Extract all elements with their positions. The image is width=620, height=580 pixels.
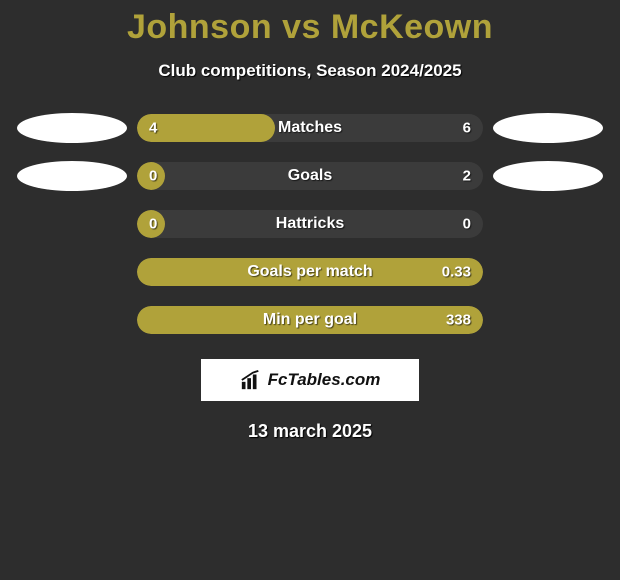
bar-chart-icon [240, 369, 262, 391]
spacer [493, 305, 603, 335]
stat-row: 4 Matches 6 [0, 113, 620, 143]
value-right: 0.33 [442, 264, 471, 281]
value-left: 0 [149, 168, 157, 185]
stat-bar: Goals per match 0.33 [137, 258, 483, 286]
brand-text: FcTables.com [268, 370, 381, 390]
stat-label: Goals [288, 167, 332, 185]
stat-label: Hattricks [276, 215, 344, 233]
stat-bar: 0 Goals 2 [137, 162, 483, 190]
stat-row: 0 Goals 2 [0, 161, 620, 191]
spacer [17, 209, 127, 239]
stat-row: 0 Hattricks 0 [0, 209, 620, 239]
player-right-ellipse [493, 161, 603, 191]
value-left: 0 [149, 216, 157, 233]
player-right-ellipse [493, 113, 603, 143]
spacer [493, 257, 603, 287]
player-left-ellipse [17, 113, 127, 143]
spacer [493, 209, 603, 239]
spacer [17, 305, 127, 335]
stat-bar: 0 Hattricks 0 [137, 210, 483, 238]
value-right: 0 [463, 216, 471, 233]
stat-bar: 4 Matches 6 [137, 114, 483, 142]
stat-rows: 4 Matches 6 0 Goals 2 0 Hattricks 0 Goals per mat… [0, 113, 620, 335]
value-right: 2 [463, 168, 471, 185]
value-right: 6 [463, 120, 471, 137]
subtitle: Club competitions, Season 2024/2025 [0, 61, 620, 81]
brand-logo: FcTables.com [201, 359, 419, 401]
date-label: 13 march 2025 [0, 421, 620, 442]
stat-label: Matches [278, 119, 342, 137]
stat-label: Goals per match [247, 263, 372, 281]
page-title: Johnson vs McKeown [0, 8, 620, 47]
stat-row: Goals per match 0.33 [0, 257, 620, 287]
spacer [17, 257, 127, 287]
player-left-ellipse [17, 161, 127, 191]
stat-bar: Min per goal 338 [137, 306, 483, 334]
stat-bar-fill [137, 114, 275, 142]
stat-label: Min per goal [263, 311, 357, 329]
infographic-container: Johnson vs McKeown Club competitions, Se… [0, 0, 620, 442]
stat-row: Min per goal 338 [0, 305, 620, 335]
value-left: 4 [149, 120, 157, 137]
value-right: 338 [446, 312, 471, 329]
